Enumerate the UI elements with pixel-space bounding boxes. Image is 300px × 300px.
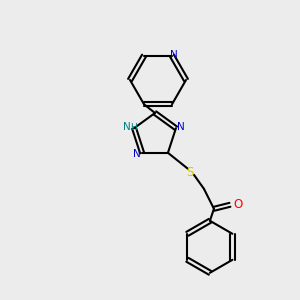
Text: N: N [170,50,178,60]
Text: O: O [233,198,243,211]
Text: H: H [130,123,136,132]
Text: N: N [123,122,131,132]
Text: N: N [133,149,141,159]
Text: N: N [177,122,185,132]
Text: S: S [186,166,194,179]
